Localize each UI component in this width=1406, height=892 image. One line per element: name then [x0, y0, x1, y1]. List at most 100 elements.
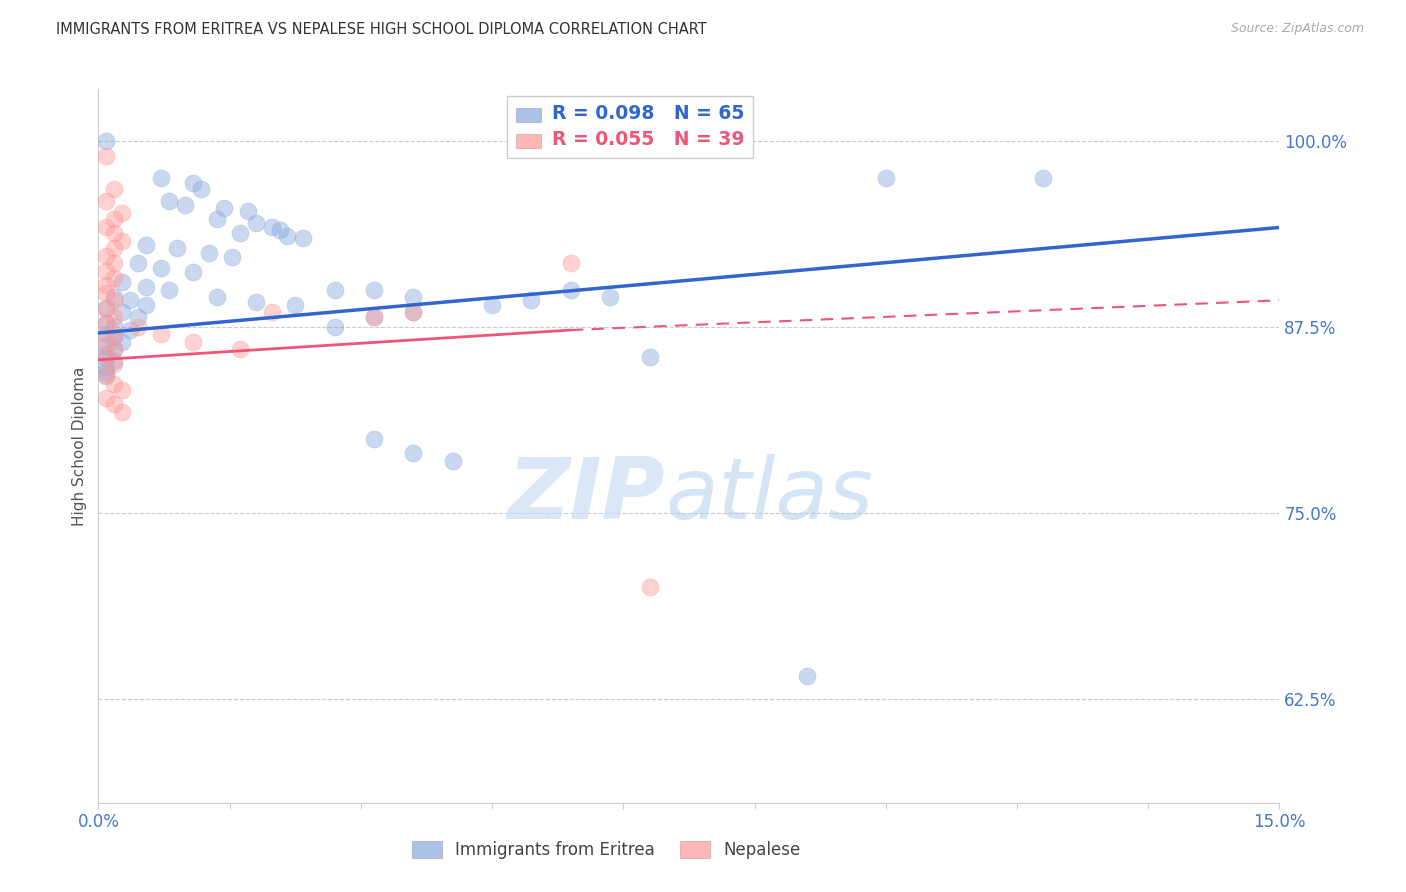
Point	[260, 305, 283, 319]
Y-axis label: High School Diploma: High School Diploma	[72, 367, 87, 525]
Point	[599, 290, 621, 304]
Point	[481, 298, 503, 312]
Point	[221, 250, 243, 264]
Point	[875, 171, 897, 186]
Point	[96, 350, 118, 364]
Point	[96, 334, 118, 349]
Point	[1032, 171, 1054, 186]
Point	[96, 360, 118, 375]
Point	[181, 176, 204, 190]
Point	[520, 293, 543, 308]
Point	[103, 310, 125, 324]
Point	[96, 368, 118, 382]
Point	[157, 194, 180, 208]
Point	[118, 293, 141, 308]
Point	[127, 256, 149, 270]
Point	[363, 283, 385, 297]
Point	[260, 220, 283, 235]
Point	[96, 134, 118, 148]
Point	[103, 271, 125, 285]
Point	[363, 310, 385, 324]
Point	[150, 260, 173, 275]
Point	[111, 205, 134, 219]
Point	[111, 305, 134, 319]
Point	[150, 327, 173, 342]
Point	[96, 316, 118, 330]
Point	[96, 392, 118, 406]
Point	[323, 320, 346, 334]
Point	[103, 293, 125, 308]
Point	[103, 357, 125, 371]
Point	[127, 310, 149, 324]
Point	[214, 201, 236, 215]
Point	[441, 454, 464, 468]
Point	[363, 310, 385, 324]
Point	[96, 301, 118, 315]
Point	[103, 327, 125, 342]
Point	[96, 369, 118, 384]
Point	[135, 298, 157, 312]
Text: IMMIGRANTS FROM ERITREA VS NEPALESE HIGH SCHOOL DIPLOMA CORRELATION CHART: IMMIGRANTS FROM ERITREA VS NEPALESE HIGH…	[56, 22, 707, 37]
Point	[284, 298, 307, 312]
Point	[96, 347, 118, 361]
Point	[96, 365, 118, 379]
Point	[174, 198, 197, 212]
Point	[96, 194, 118, 208]
Point	[560, 283, 582, 297]
Point	[111, 276, 134, 290]
Point	[103, 241, 125, 255]
Point	[103, 354, 125, 368]
Point	[96, 285, 118, 300]
Point	[245, 294, 267, 309]
Point	[103, 330, 125, 344]
Point	[96, 339, 118, 353]
Point	[229, 227, 252, 241]
Point	[181, 265, 204, 279]
Point	[205, 211, 228, 226]
Point	[190, 182, 212, 196]
Point	[96, 263, 118, 277]
Point	[229, 343, 252, 357]
Point	[796, 669, 818, 683]
Point	[96, 278, 118, 293]
Text: ZIP: ZIP	[508, 454, 665, 538]
Point	[560, 256, 582, 270]
Point	[103, 343, 125, 357]
Point	[157, 283, 180, 297]
Point	[103, 290, 125, 304]
Point	[103, 376, 125, 391]
Point	[103, 343, 125, 357]
Point	[118, 323, 141, 337]
Point	[269, 223, 291, 237]
Point	[103, 182, 125, 196]
Point	[181, 334, 204, 349]
Point	[402, 290, 425, 304]
Point	[197, 245, 219, 260]
Point	[103, 227, 125, 241]
Point	[245, 216, 267, 230]
Legend: Immigrants from Eritrea, Nepalese: Immigrants from Eritrea, Nepalese	[405, 834, 807, 866]
Point	[638, 580, 661, 594]
Point	[638, 350, 661, 364]
Point	[363, 432, 385, 446]
Point	[103, 397, 125, 411]
Text: Source: ZipAtlas.com: Source: ZipAtlas.com	[1230, 22, 1364, 36]
Point	[96, 249, 118, 263]
Point	[402, 305, 425, 319]
Point	[402, 305, 425, 319]
Point	[166, 241, 188, 255]
Point	[323, 283, 346, 297]
Text: atlas: atlas	[665, 454, 873, 538]
Point	[135, 280, 157, 294]
Point	[103, 318, 125, 333]
Point	[292, 231, 315, 245]
Point	[103, 211, 125, 226]
Point	[236, 204, 259, 219]
Point	[276, 229, 298, 244]
Point	[96, 302, 118, 317]
Point	[150, 171, 173, 186]
Point	[111, 334, 134, 349]
Point	[96, 220, 118, 235]
Point	[103, 256, 125, 270]
Point	[402, 446, 425, 460]
